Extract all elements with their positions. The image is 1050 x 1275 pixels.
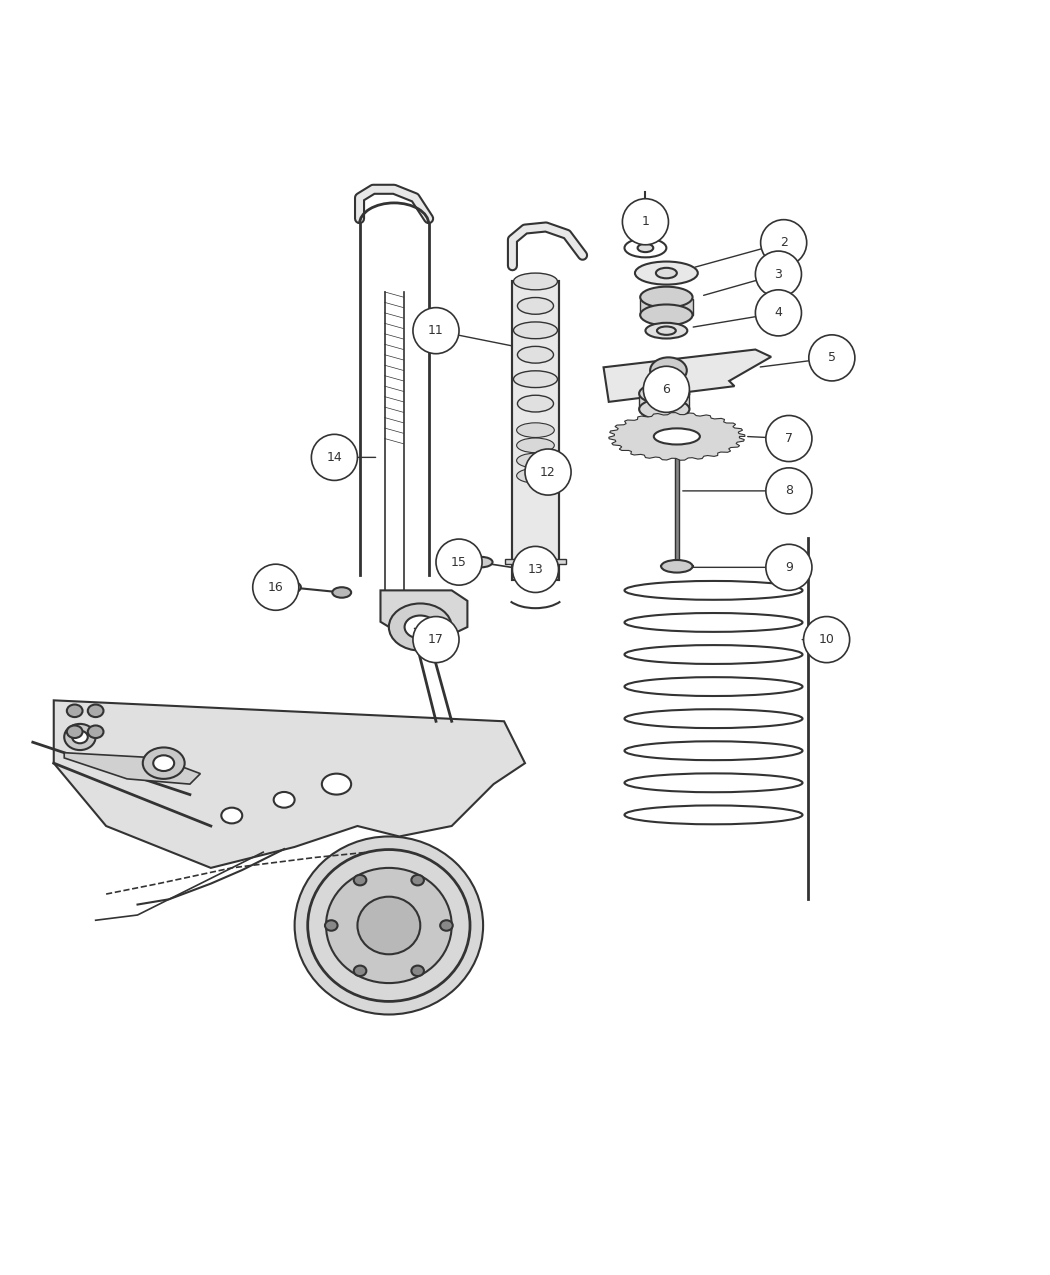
Bar <box>512 282 559 580</box>
Ellipse shape <box>513 273 558 289</box>
Polygon shape <box>54 700 525 868</box>
Circle shape <box>436 539 482 585</box>
Ellipse shape <box>513 371 558 388</box>
Ellipse shape <box>326 921 337 931</box>
Polygon shape <box>639 394 690 409</box>
Ellipse shape <box>222 807 243 824</box>
Text: 14: 14 <box>327 451 342 464</box>
Text: 6: 6 <box>663 382 670 395</box>
Ellipse shape <box>153 755 174 771</box>
Ellipse shape <box>517 453 554 468</box>
Ellipse shape <box>469 557 492 567</box>
Ellipse shape <box>67 705 83 717</box>
Ellipse shape <box>637 244 653 252</box>
Polygon shape <box>505 558 566 580</box>
Ellipse shape <box>332 588 351 598</box>
Text: 15: 15 <box>452 556 467 569</box>
Ellipse shape <box>412 965 424 977</box>
Ellipse shape <box>440 921 453 931</box>
Circle shape <box>253 565 299 611</box>
Ellipse shape <box>636 221 655 231</box>
Ellipse shape <box>646 323 688 339</box>
Circle shape <box>765 416 812 462</box>
Circle shape <box>765 544 812 590</box>
Ellipse shape <box>64 724 96 750</box>
Circle shape <box>644 366 690 412</box>
Polygon shape <box>640 300 693 315</box>
Circle shape <box>765 468 812 514</box>
Ellipse shape <box>513 321 558 339</box>
Text: 2: 2 <box>780 236 788 249</box>
Ellipse shape <box>518 347 553 363</box>
Text: 9: 9 <box>785 561 793 574</box>
Circle shape <box>760 219 806 265</box>
Text: 4: 4 <box>775 306 782 319</box>
Ellipse shape <box>322 774 351 794</box>
Text: 11: 11 <box>428 324 444 337</box>
Ellipse shape <box>274 792 295 807</box>
Ellipse shape <box>357 896 420 954</box>
Circle shape <box>413 307 459 353</box>
Ellipse shape <box>354 965 366 977</box>
Circle shape <box>755 251 801 297</box>
Text: 16: 16 <box>268 580 284 594</box>
Ellipse shape <box>278 581 301 594</box>
Ellipse shape <box>630 215 662 232</box>
Ellipse shape <box>518 395 553 412</box>
Circle shape <box>525 449 571 495</box>
Ellipse shape <box>639 382 690 404</box>
Ellipse shape <box>657 326 676 335</box>
Text: 13: 13 <box>527 564 543 576</box>
Ellipse shape <box>518 297 553 314</box>
Circle shape <box>808 335 855 381</box>
Ellipse shape <box>517 468 554 483</box>
Circle shape <box>623 199 669 245</box>
Circle shape <box>413 617 459 663</box>
Ellipse shape <box>654 428 700 445</box>
Ellipse shape <box>404 616 436 639</box>
Circle shape <box>803 617 849 663</box>
Ellipse shape <box>88 705 104 717</box>
Ellipse shape <box>67 725 83 738</box>
Circle shape <box>755 289 801 335</box>
Ellipse shape <box>412 875 424 885</box>
Text: 10: 10 <box>819 634 835 646</box>
Ellipse shape <box>650 357 687 384</box>
Ellipse shape <box>517 423 554 437</box>
Ellipse shape <box>88 725 104 738</box>
Text: 17: 17 <box>428 634 444 646</box>
Ellipse shape <box>635 261 698 284</box>
Circle shape <box>512 547 559 593</box>
Ellipse shape <box>354 875 366 885</box>
Text: 3: 3 <box>775 268 782 280</box>
Ellipse shape <box>143 747 185 779</box>
Text: 5: 5 <box>827 352 836 365</box>
Text: 12: 12 <box>540 465 555 478</box>
Ellipse shape <box>656 268 677 278</box>
Text: 7: 7 <box>785 432 793 445</box>
Ellipse shape <box>327 868 452 983</box>
Ellipse shape <box>517 439 554 453</box>
Text: 1: 1 <box>642 215 649 228</box>
Polygon shape <box>609 413 744 460</box>
Ellipse shape <box>639 399 690 419</box>
Ellipse shape <box>625 238 667 258</box>
Polygon shape <box>64 752 201 784</box>
Ellipse shape <box>295 836 483 1015</box>
Polygon shape <box>380 590 467 640</box>
Ellipse shape <box>662 560 693 572</box>
Ellipse shape <box>640 287 693 307</box>
Ellipse shape <box>72 731 88 743</box>
Text: 8: 8 <box>785 484 793 497</box>
Ellipse shape <box>640 305 693 325</box>
Circle shape <box>312 435 357 481</box>
Polygon shape <box>604 349 771 402</box>
Ellipse shape <box>388 603 452 650</box>
